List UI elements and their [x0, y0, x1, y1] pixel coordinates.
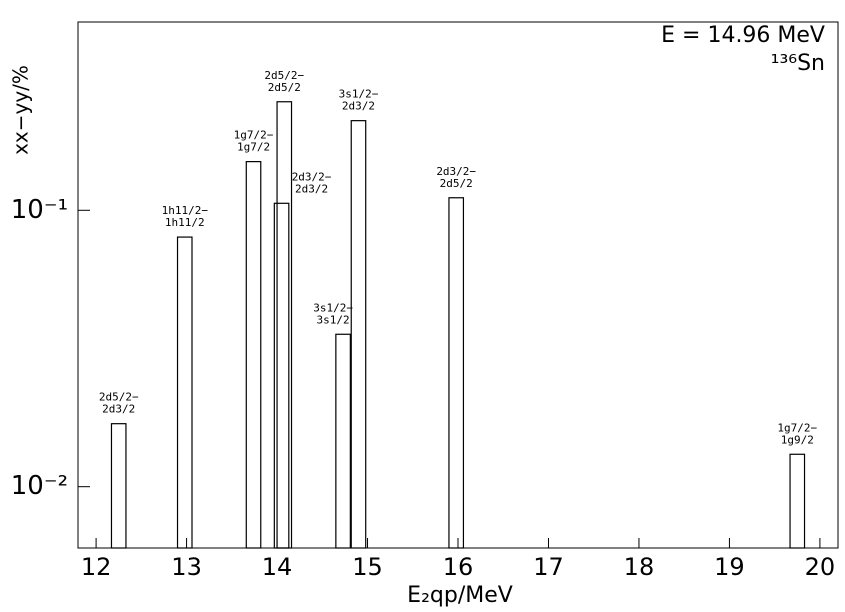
bar: [110, 423, 127, 549]
bar-label: 1h11/2: [165, 216, 205, 229]
bar-label: 2d5/2: [268, 81, 301, 94]
bar: [335, 333, 351, 549]
bar-label: 2d3/2: [295, 182, 328, 195]
bar-label: 2d3/2: [102, 403, 135, 416]
bar: [448, 197, 465, 549]
x-tick-label: 14: [262, 553, 293, 581]
x-tick-label: 19: [714, 553, 745, 581]
bar-label: 1g7/2−: [777, 421, 817, 434]
x-tick-label: 12: [81, 553, 112, 581]
bar-label: 3s1/2: [317, 313, 350, 326]
y-tick-label: 10⁻²: [11, 471, 68, 501]
x-tick-label: 18: [624, 553, 655, 581]
bar-label: 2d5/2: [440, 177, 473, 190]
bar-label: 1g7/2−: [234, 129, 274, 142]
x-axis-label: E₂qp/MeV: [407, 583, 513, 608]
x-tick-label: 20: [805, 553, 836, 581]
x-tick-label: 17: [533, 553, 564, 581]
bar: [176, 236, 193, 549]
bar-label: 2d5/2−: [99, 391, 139, 404]
bar-label: 2d3/2−: [292, 170, 332, 183]
x-tick-label: 16: [443, 553, 474, 581]
bar-label: 3s1/2−: [339, 88, 379, 101]
bar-label: 2d3/2: [342, 100, 375, 113]
nucleus-annotation: ¹³⁶Sn: [771, 51, 825, 76]
bar: [273, 202, 290, 549]
energy-annotation: E = 14.96 MeV: [661, 23, 825, 48]
bar-label: 2d3/2−: [436, 165, 476, 178]
y-axis-label: xx−yy/%: [9, 65, 33, 155]
bar-label: 2d5/2−: [264, 69, 304, 82]
bar: [350, 120, 367, 549]
x-tick-label: 15: [352, 553, 383, 581]
bar-label: 1h11/2−: [162, 204, 209, 217]
bar: [789, 453, 806, 549]
bar: [245, 161, 262, 549]
x-tick-label: 13: [171, 553, 202, 581]
y-tick-label: 10⁻¹: [11, 195, 68, 225]
bar-label: 3s1/2−: [313, 301, 353, 314]
bar-label: 1g9/2: [781, 433, 814, 446]
bar-label: 1g7/2: [237, 141, 270, 154]
